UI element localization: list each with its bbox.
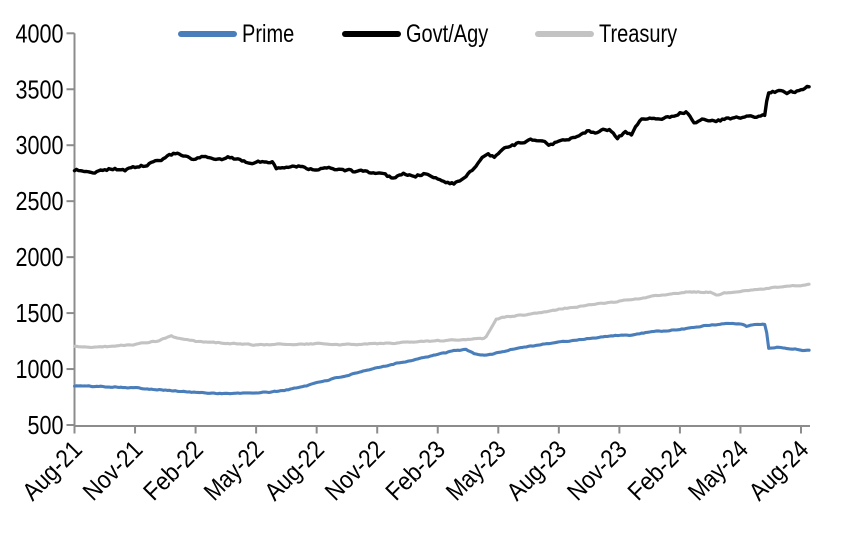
x-tick-label: May-22 [199,435,270,506]
legend-item-treasury[interactable]: Treasury [535,20,697,48]
legend-label-prime: Prime [242,20,295,48]
series-line-treasury [72,282,811,349]
y-tick-label: 1000 [16,354,64,384]
x-tick-label: Aug-21 [17,435,88,506]
x-tick-label: Feb-24 [622,435,693,506]
x-tick-label: Nov-22 [320,435,391,506]
y-tick-label: 1500 [16,298,64,328]
series-line-govt-agy [72,84,811,186]
series-line-prime [72,321,811,396]
treasury-line-swatch-icon [535,31,594,37]
y-tick-label: 4000 [16,18,64,48]
govt-agy-line-swatch-icon [342,31,401,37]
legend-item-govt-agy[interactable]: Govt/Agy [342,20,509,48]
legend: Prime Govt/Agy Treasury [0,20,852,48]
x-tick-label: Aug-22 [259,435,330,506]
x-tick-label: Feb-22 [138,435,209,506]
y-tick-label: 2000 [16,242,64,272]
x-tick-label: Aug-23 [501,435,572,506]
legend-label-govt-agy: Govt/Agy [406,20,489,48]
y-tick-label: 3000 [16,130,64,160]
y-tick-label: 3500 [16,74,64,104]
x-tick-label: May-23 [441,435,512,506]
x-tick-label: Feb-23 [380,435,451,506]
y-tick-label: 500 [28,410,64,440]
x-tick-label: May-24 [683,435,754,506]
y-tick-label: 2500 [16,186,64,216]
x-tick-label: Aug-24 [744,435,815,506]
legend-item-prime[interactable]: Prime [178,20,307,48]
legend-label-treasury: Treasury [599,20,678,48]
x-tick-label: Nov-21 [78,435,149,506]
x-tick-label: Nov-23 [562,435,633,506]
prime-line-swatch-icon [178,31,237,37]
